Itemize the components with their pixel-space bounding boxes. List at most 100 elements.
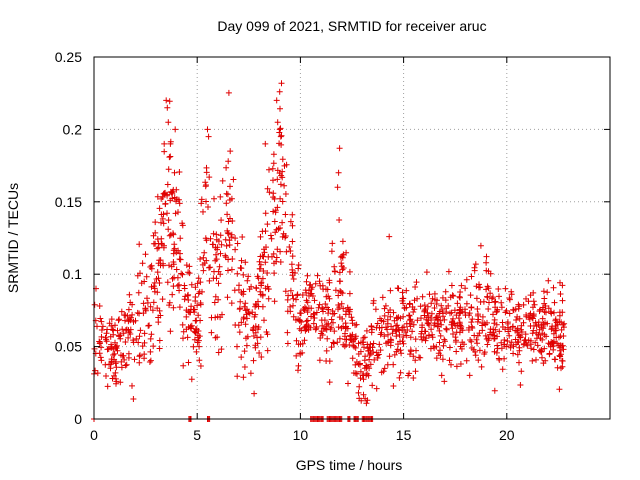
- data-point: [261, 317, 267, 324]
- data-point: [479, 313, 486, 320]
- data-point: [520, 301, 527, 308]
- data-point: [494, 345, 501, 352]
- data-point: [154, 305, 161, 312]
- data-point: [476, 347, 483, 354]
- data-point: [523, 312, 530, 318]
- y-tick-label: 0.15: [55, 194, 82, 210]
- data-point: [118, 308, 125, 315]
- data-point: [200, 208, 206, 215]
- data-point: [268, 235, 275, 242]
- data-point: [154, 289, 161, 296]
- data-point: [549, 339, 556, 346]
- data-point: [257, 291, 264, 298]
- data-point: [265, 286, 272, 292]
- data-point: [166, 262, 172, 269]
- data-point: [501, 355, 508, 362]
- data-point: [335, 324, 342, 331]
- data-point: [161, 140, 168, 147]
- data-point: [289, 238, 296, 245]
- data-point: [525, 337, 532, 344]
- data-point: [241, 364, 248, 370]
- data-point: [328, 344, 335, 351]
- data-point: [164, 181, 171, 188]
- data-point: [170, 231, 177, 238]
- data-point: [418, 328, 425, 335]
- data-point: [238, 257, 245, 264]
- data-point: [141, 278, 148, 285]
- data-point: [212, 293, 219, 300]
- data-point: [510, 350, 517, 357]
- data-point: [303, 289, 310, 296]
- data-point: [349, 355, 356, 362]
- data-point: [142, 305, 149, 312]
- data-point: [273, 97, 280, 104]
- data-point: [403, 320, 410, 327]
- data-point: [120, 330, 127, 337]
- data-point: [102, 361, 109, 368]
- data-point: [535, 331, 542, 338]
- data-point: [406, 312, 412, 319]
- data-point: [435, 320, 442, 327]
- data-point: [274, 204, 281, 211]
- data-point: [438, 302, 445, 309]
- data-point: [203, 164, 210, 171]
- data-point: [143, 273, 150, 280]
- data-point: [217, 271, 224, 278]
- data-point: [112, 322, 118, 329]
- data-point: [293, 296, 299, 303]
- data-point: [518, 322, 525, 329]
- data-point: [317, 282, 324, 289]
- data-point: [330, 319, 336, 326]
- data-point: [310, 320, 317, 327]
- data-point: [134, 272, 141, 279]
- data-point: [368, 323, 375, 329]
- data-point: [140, 300, 147, 307]
- data-point: [217, 250, 224, 257]
- data-point: [535, 321, 542, 328]
- data-point: [286, 244, 293, 250]
- data-point: [363, 400, 370, 407]
- data-point: [453, 363, 460, 370]
- data-point: [557, 333, 564, 340]
- data-point: [331, 310, 338, 317]
- data-point: [468, 323, 475, 330]
- data-point: [485, 306, 492, 312]
- data-point: [224, 294, 231, 301]
- data-point: [155, 314, 162, 321]
- data-point: [160, 211, 167, 218]
- data-point: [361, 334, 368, 341]
- data-point: [559, 309, 566, 316]
- data-point: [559, 363, 566, 370]
- data-point: [506, 310, 513, 317]
- data-point: [129, 382, 135, 389]
- data-point: [207, 264, 214, 271]
- data-point: [393, 333, 400, 340]
- data-point: [449, 325, 456, 332]
- data-point: [341, 343, 348, 350]
- data-point: [393, 348, 400, 355]
- data-point: [165, 166, 172, 173]
- data-point: [373, 324, 380, 331]
- data-point: [110, 327, 117, 334]
- data-point: [179, 321, 186, 328]
- data-point: [429, 334, 436, 341]
- data-point: [447, 310, 453, 317]
- data-point: [202, 179, 209, 186]
- data-point: [443, 325, 450, 332]
- x-tick-label: 15: [396, 427, 412, 443]
- data-point: [374, 320, 381, 327]
- data-point: [247, 370, 254, 377]
- data-point: [340, 305, 347, 312]
- data-point: [178, 270, 185, 277]
- data-point: [474, 306, 481, 312]
- data-point: [137, 327, 144, 334]
- data-point: [342, 330, 348, 337]
- data-point: [280, 230, 287, 237]
- data-point: [477, 299, 484, 305]
- data-point: [107, 333, 114, 340]
- data-point: [191, 306, 198, 313]
- data-point: [468, 304, 475, 311]
- data-point: [297, 341, 304, 348]
- data-point: [343, 308, 350, 315]
- data-point: [156, 337, 163, 344]
